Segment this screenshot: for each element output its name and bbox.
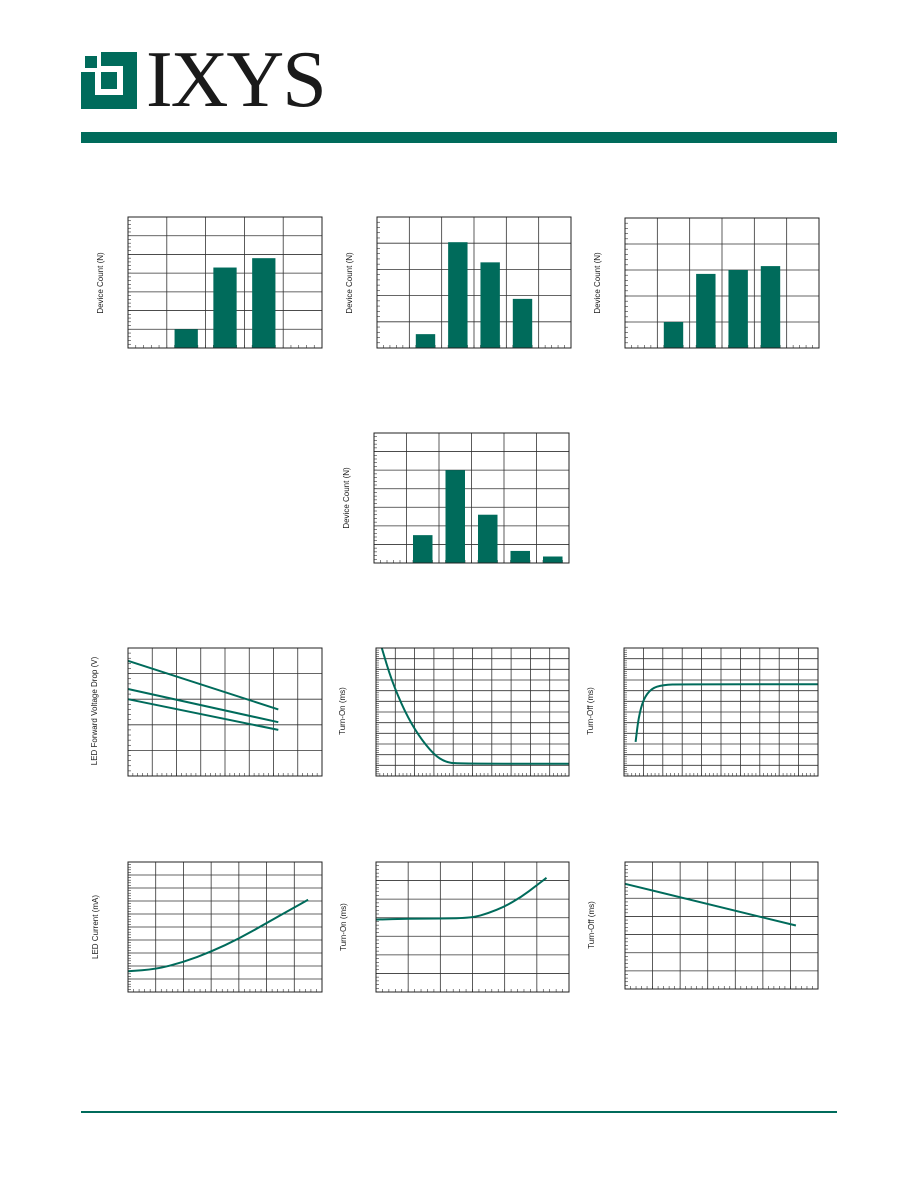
histogram-bar [510,550,530,563]
turn-off-chart-1 [623,647,819,777]
turn-off-chart-2 [624,861,819,990]
series-line [380,647,569,765]
histogram-bar [445,470,465,563]
device-count-histogram-1 [127,216,323,349]
series-line [375,877,548,921]
y-axis-label: Turn-Off (ms) [586,687,595,735]
plot-frame [623,647,819,777]
histogram-bar [760,266,781,348]
footer-rule [81,1111,837,1113]
y-axis-label: LED Current (mA) [91,894,100,960]
series-line [634,683,818,743]
histogram-bar [663,322,684,348]
header-rule [81,132,837,143]
device-count-histogram-2 [376,216,572,349]
y-axis-label: Device Count (N) [96,252,105,314]
histogram-bar [478,514,498,563]
y-axis-label: Turn-On (ms) [338,687,347,735]
series-line [624,882,797,927]
plot-frame [127,647,323,777]
plot-frame [127,216,323,349]
y-axis-label: Device Count (N) [345,252,354,314]
turn-on-chart-1 [375,647,570,777]
led-forward-voltage-chart [127,647,323,777]
turn-on-chart-2 [375,861,570,993]
y-axis-label: Device Count (N) [342,467,351,529]
plot-frame [373,432,570,564]
histogram-bar [480,262,500,348]
device-count-histogram-3 [624,217,820,349]
plot-frame [376,216,572,349]
plot-frame [624,217,820,349]
histogram-bar [252,258,276,348]
histogram-bar [543,556,563,563]
y-axis-label: LED Forward Voltage Drop (V) [90,656,99,766]
histogram-bar [728,270,748,348]
plot-frame [127,861,323,993]
series-line [127,698,279,731]
histogram-bar [174,329,198,348]
histogram-bar [512,298,533,348]
histogram-bar [415,334,436,348]
device-count-histogram-4 [373,432,570,564]
logo-wordmark: IXYS [146,36,327,124]
series-line [127,688,279,724]
histogram-bar [696,273,716,348]
ixys-logo [81,52,137,109]
plot-frame [375,861,570,993]
histogram-bar [213,267,237,348]
y-axis-label: Turn-On (ms) [339,903,348,951]
histogram-bar [448,242,468,348]
plot-frame [375,647,570,777]
histogram-bar [413,535,433,563]
series-line [127,659,279,711]
led-current-chart [127,861,323,993]
series-line [127,898,309,973]
y-axis-label: Device Count (N) [593,252,602,314]
y-axis-label: Turn-Off (ms) [587,901,596,949]
plot-frame [624,861,819,990]
